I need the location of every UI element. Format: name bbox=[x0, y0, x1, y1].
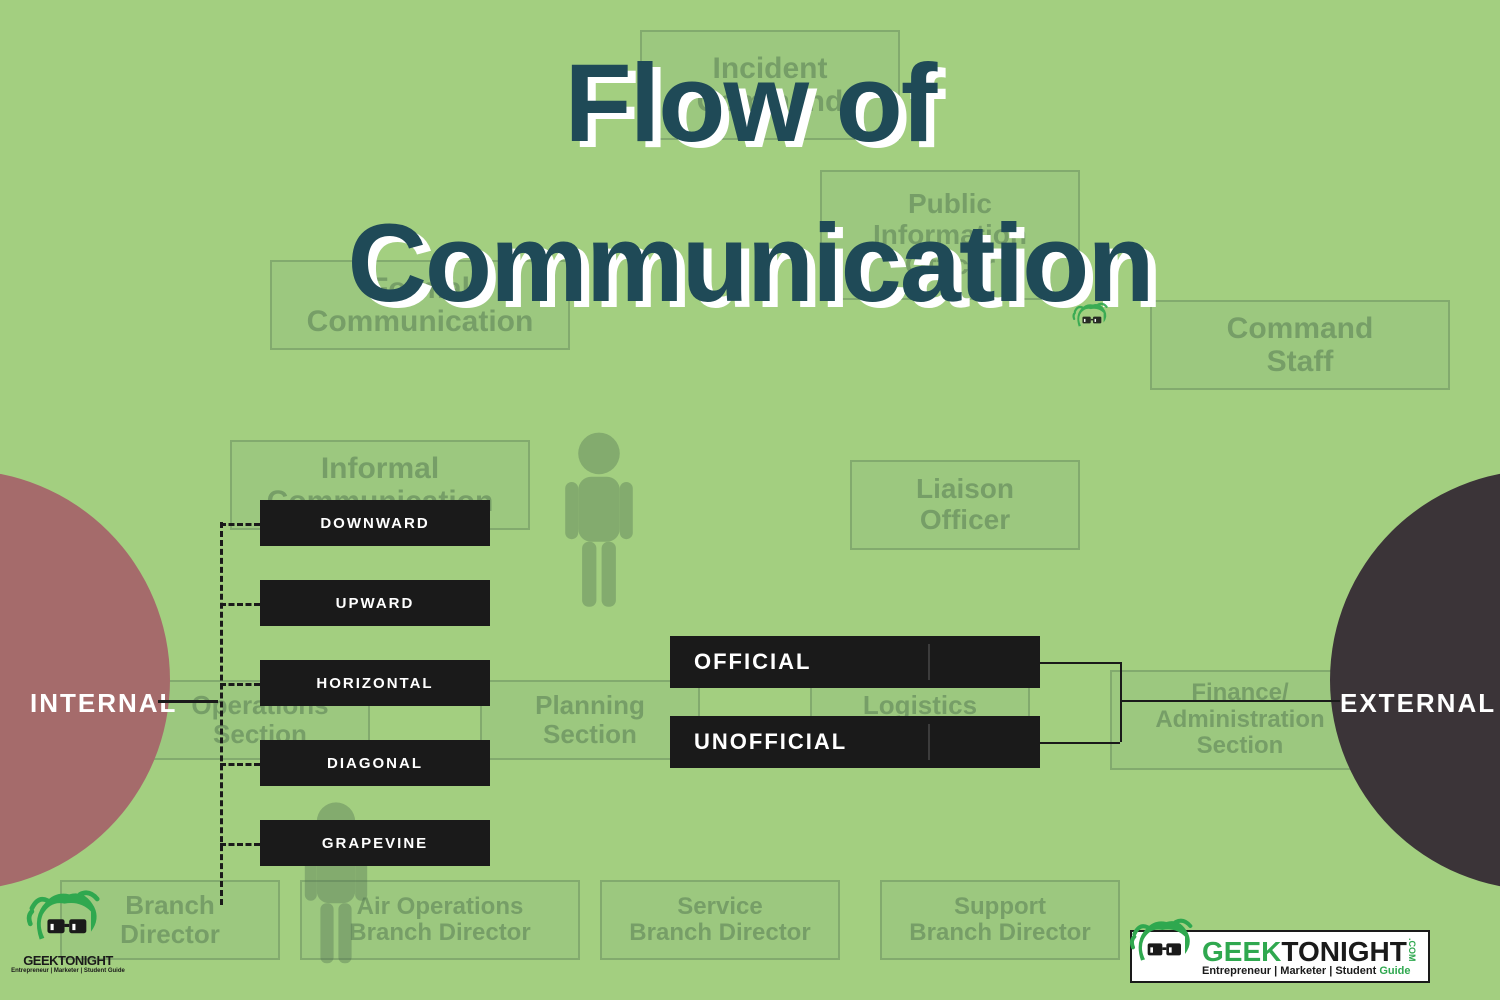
watermark-box bbox=[600, 880, 840, 960]
watermark-box bbox=[300, 880, 580, 960]
watermark-box bbox=[880, 880, 1120, 960]
internal-item: HORIZONTAL bbox=[260, 660, 490, 706]
diagram-canvas: IncidentCommandPublicInformationOfficerC… bbox=[0, 0, 1500, 1000]
watermark-box bbox=[850, 460, 1080, 550]
internal-circle bbox=[0, 470, 170, 890]
external-item: UNOFFICIAL bbox=[670, 716, 1040, 768]
connector-line bbox=[158, 700, 218, 703]
watermark-box bbox=[480, 680, 700, 760]
connector-line bbox=[220, 763, 260, 766]
brand-logo-icon bbox=[1126, 914, 1196, 974]
connector-line bbox=[1120, 700, 1340, 702]
internal-item: DOWNWARD bbox=[260, 500, 490, 546]
connector-line bbox=[1040, 662, 1120, 664]
internal-item: DIAGONAL bbox=[260, 740, 490, 786]
connector-line bbox=[1040, 742, 1120, 744]
internal-item: GRAPEVINE bbox=[260, 820, 490, 866]
connector-line bbox=[220, 683, 260, 686]
connector-line bbox=[220, 603, 260, 606]
brand-logo-label: GEEKTONIGHTEntrepreneur | Marketer | Stu… bbox=[8, 953, 128, 974]
watermark-text: SupportBranch Director bbox=[880, 894, 1120, 947]
watermark-text: LiaisonOfficer bbox=[850, 474, 1080, 536]
watermark-text: ServiceBranch Director bbox=[600, 894, 840, 947]
watermark-text: PlanningSection bbox=[480, 691, 700, 748]
brand-logo-icon bbox=[1070, 300, 1110, 334]
brand-logo-icon bbox=[18, 885, 108, 955]
external-circle-label: EXTERNAL bbox=[1340, 688, 1496, 719]
connector-line bbox=[1120, 662, 1122, 742]
connector-line bbox=[220, 522, 223, 905]
internal-circle-label: INTERNAL bbox=[30, 688, 177, 719]
watermark-text: Air OperationsBranch Director bbox=[300, 894, 580, 947]
external-circle bbox=[1330, 470, 1500, 890]
connector-line bbox=[220, 843, 260, 846]
connector-line bbox=[220, 523, 260, 526]
internal-item: UPWARD bbox=[260, 580, 490, 626]
external-item: OFFICIAL bbox=[670, 636, 1040, 688]
